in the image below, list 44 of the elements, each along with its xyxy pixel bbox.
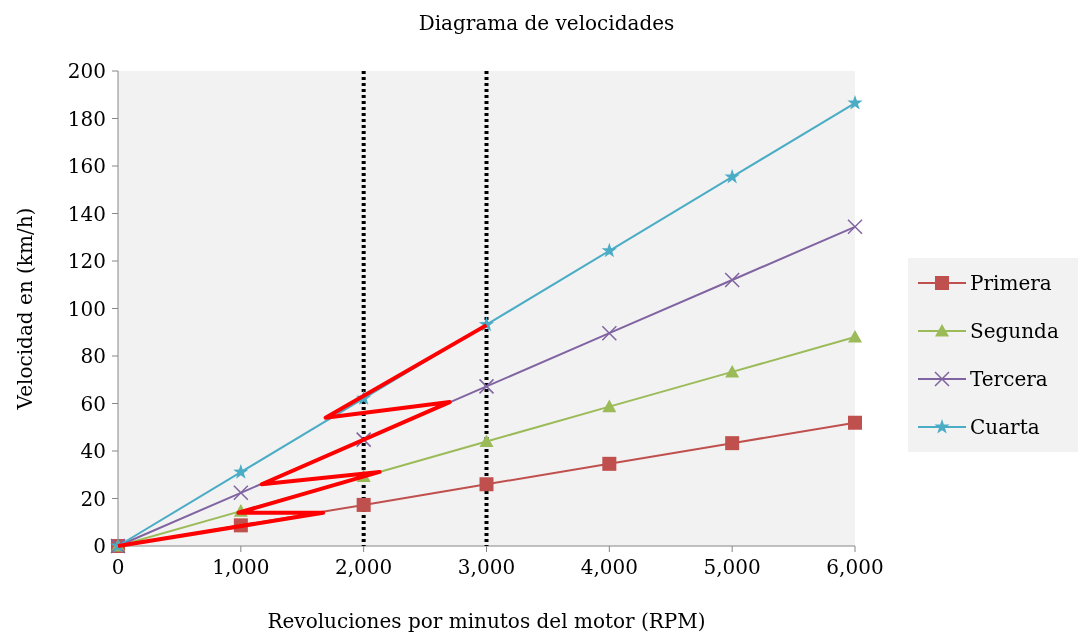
point — [602, 456, 617, 471]
point — [724, 168, 740, 184]
legend-label: Tercera — [970, 367, 1048, 391]
y-tick-label: 140 — [67, 201, 106, 226]
x-axis-title: Revoluciones por minutos del motor (RPM) — [267, 609, 706, 633]
y-tick-label: 0 — [93, 534, 106, 558]
point — [233, 464, 249, 479]
x-tick-label: 4,000 — [580, 555, 638, 579]
x-tick-label: 1,000 — [212, 555, 270, 579]
x-tick-label: 5,000 — [703, 555, 761, 579]
y-tick-label: 180 — [67, 106, 106, 131]
y-tick-label: 120 — [67, 249, 106, 273]
point — [847, 219, 863, 235]
y-axis-title: Velocidad en (km/h) — [13, 207, 37, 411]
y-tick-label: 200 — [67, 59, 106, 83]
point — [847, 95, 863, 110]
point — [601, 325, 618, 341]
y-tick-label: 60 — [80, 391, 106, 416]
point — [725, 364, 740, 378]
point — [848, 415, 862, 430]
legend-label: Segunda — [970, 319, 1059, 343]
point — [478, 378, 495, 395]
y-tick-label: 40 — [80, 439, 106, 463]
x-tick-label: 6,000 — [826, 555, 884, 579]
y-tick-label: 20 — [80, 486, 106, 511]
point — [356, 497, 371, 512]
x-tick-label: 2,000 — [335, 555, 393, 579]
point — [848, 330, 862, 343]
y-tick-label: 80 — [80, 344, 106, 368]
x-tick-label: 0 — [111, 555, 125, 579]
point — [233, 485, 249, 501]
point — [724, 272, 740, 288]
chart-title: Diagrama de velocidades — [418, 11, 675, 35]
legend-label: Primera — [970, 271, 1052, 295]
y-tick-label: 160 — [67, 154, 106, 178]
point — [479, 434, 494, 448]
x-tick-label: 3,000 — [457, 555, 516, 579]
point — [725, 436, 740, 451]
point — [355, 431, 372, 448]
legend-label: Cuarta — [970, 415, 1040, 439]
point — [601, 242, 617, 258]
y-tick-label: 100 — [67, 296, 106, 321]
point — [602, 399, 617, 413]
point — [479, 477, 494, 492]
